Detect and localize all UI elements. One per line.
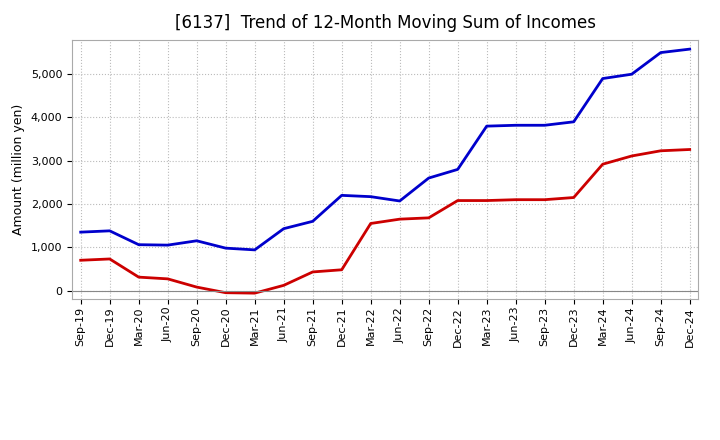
Ordinary Income <box>685 47 694 52</box>
Ordinary Income <box>192 238 201 243</box>
Ordinary Income <box>657 50 665 55</box>
Ordinary Income <box>308 219 317 224</box>
Net Income <box>627 154 636 159</box>
Net Income <box>541 197 549 202</box>
Net Income <box>482 198 491 203</box>
Net Income <box>454 198 462 203</box>
Ordinary Income <box>366 194 375 199</box>
Ordinary Income <box>424 176 433 181</box>
Ordinary Income <box>482 124 491 129</box>
Ordinary Income <box>454 167 462 172</box>
Ordinary Income <box>221 246 230 251</box>
Ordinary Income <box>163 242 172 248</box>
Net Income <box>366 221 375 226</box>
Ordinary Income <box>135 242 143 247</box>
Ordinary Income <box>570 119 578 125</box>
Ordinary Income <box>251 247 259 253</box>
Net Income <box>685 147 694 152</box>
Net Income <box>338 267 346 272</box>
Ordinary Income <box>598 76 607 81</box>
Net Income <box>308 269 317 275</box>
Ordinary Income <box>541 123 549 128</box>
Net Income <box>192 284 201 290</box>
Line: Ordinary Income: Ordinary Income <box>81 49 690 250</box>
Net Income <box>163 276 172 282</box>
Net Income <box>598 161 607 167</box>
Net Income <box>424 215 433 220</box>
Net Income <box>251 290 259 296</box>
Y-axis label: Amount (million yen): Amount (million yen) <box>12 104 25 235</box>
Net Income <box>135 275 143 280</box>
Net Income <box>395 216 404 222</box>
Net Income <box>570 195 578 200</box>
Title: [6137]  Trend of 12-Month Moving Sum of Incomes: [6137] Trend of 12-Month Moving Sum of I… <box>175 15 595 33</box>
Ordinary Income <box>279 226 288 231</box>
Ordinary Income <box>76 230 85 235</box>
Ordinary Income <box>105 228 114 234</box>
Ordinary Income <box>511 123 520 128</box>
Line: Net Income: Net Income <box>81 150 690 293</box>
Net Income <box>279 283 288 288</box>
Net Income <box>657 148 665 154</box>
Net Income <box>221 290 230 295</box>
Ordinary Income <box>338 193 346 198</box>
Net Income <box>511 197 520 202</box>
Net Income <box>76 258 85 263</box>
Ordinary Income <box>395 198 404 204</box>
Net Income <box>105 257 114 262</box>
Ordinary Income <box>627 72 636 77</box>
